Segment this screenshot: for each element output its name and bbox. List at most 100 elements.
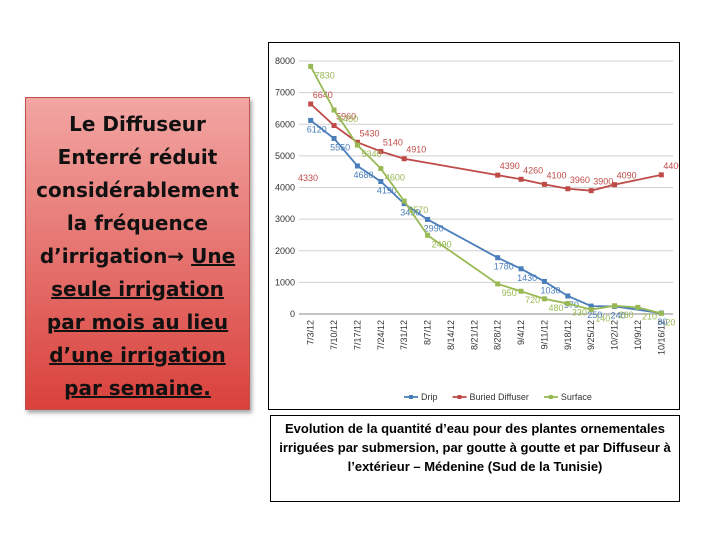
marker: [565, 293, 571, 299]
legend-label: Surface: [561, 392, 592, 402]
marker: [354, 163, 360, 169]
chart-frame: 0 1000 2000 3000 4000 5000 6000 7000 8000 7/3/12 7…: [268, 42, 683, 410]
legend-marker: [548, 395, 553, 399]
marker: [401, 198, 407, 204]
marker: [658, 310, 664, 316]
data-label: 30: [657, 317, 667, 327]
marker: [588, 303, 594, 309]
chart: 0 1000 2000 3000 4000 5000 6000 7000 8000 7/3/12 7…: [275, 56, 683, 402]
marker: [331, 123, 337, 129]
marker: [425, 232, 431, 238]
data-label: 4910: [406, 145, 426, 155]
data-label: 260: [619, 310, 634, 320]
marker: [565, 186, 571, 192]
data-label: 4680: [353, 170, 373, 180]
data-label: 1430: [517, 273, 537, 283]
x-tick-label: 8/21/12: [469, 320, 479, 350]
data-label: 5430: [359, 128, 379, 138]
callout-underlined: Une seule irrigation par mois au lieu d’…: [46, 244, 236, 400]
legend-item: Drip: [404, 392, 438, 402]
x-tick-label: 7/17/12: [352, 320, 362, 350]
y-tick-label: 6000: [275, 119, 295, 129]
data-label: 4600: [385, 173, 405, 183]
marker: [541, 296, 547, 302]
marker: [308, 101, 314, 107]
marker: [588, 188, 594, 194]
data-label: 3900: [593, 177, 613, 187]
marker: [354, 139, 360, 145]
y-tick-label: 4000: [275, 183, 295, 193]
marker: [612, 303, 618, 309]
marker: [588, 307, 594, 313]
legend-item: Buried Diffuser: [452, 392, 529, 402]
data-label: 2990: [424, 223, 444, 233]
marker: [565, 301, 571, 307]
callout-text: Le Diffuseur Enterré réduit considérable…: [36, 112, 239, 268]
marker: [518, 176, 524, 182]
x-tick-label: 7/3/12: [306, 320, 316, 345]
marker: [308, 63, 314, 69]
x-tick-label: 7/31/12: [399, 320, 409, 350]
legend-label: Buried Diffuser: [470, 392, 529, 402]
caption: Evolution de la quantité d’eau pour des …: [270, 415, 680, 502]
marker: [612, 182, 618, 188]
data-label: 4190: [377, 185, 397, 195]
marker: [658, 172, 664, 178]
marker: [495, 172, 501, 178]
data-label: 5340: [361, 149, 381, 159]
x-tick-label: 10/16/12: [656, 320, 666, 355]
data-label: 4100: [546, 170, 566, 180]
data-label: 6640: [313, 90, 333, 100]
marker: [518, 266, 524, 272]
y-tick-label: 0: [290, 309, 295, 319]
y-tick-label: 7000: [275, 88, 295, 98]
x-tick-label: 9/4/12: [516, 320, 526, 345]
y-tick-label: 3000: [275, 214, 295, 224]
data-label: 950: [502, 288, 517, 298]
marker: [401, 156, 407, 162]
data-label: 4090: [617, 171, 637, 181]
y-tick-label: 1000: [275, 277, 295, 287]
marker: [541, 278, 547, 284]
data-label: 1030: [540, 285, 560, 295]
data-label: 20: [665, 317, 675, 327]
data-label: 4400: [663, 161, 679, 171]
x-tick-label: 9/11/12: [539, 320, 549, 349]
x-tick-label: 7/10/12: [329, 320, 339, 350]
marker: [308, 117, 314, 123]
x-tick-label: 9/18/12: [563, 320, 573, 350]
legend-marker: [457, 395, 462, 399]
legend-marker: [409, 395, 413, 399]
data-label: 6120: [307, 124, 327, 134]
data-label: 5550: [330, 142, 350, 152]
x-tick-label: 10/2/12: [610, 320, 620, 350]
marker: [378, 148, 384, 154]
data-label: 4260: [523, 165, 543, 175]
callout: Le Diffuseur Enterré réduit considérable…: [25, 97, 250, 410]
annotation: 4330: [298, 173, 318, 183]
y-tick-label: 5000: [275, 151, 295, 161]
y-tick-label: 8000: [275, 56, 295, 66]
data-label: 330: [572, 308, 587, 318]
data-label: 480: [548, 303, 563, 313]
data-label: 7830: [315, 70, 335, 80]
legend-label: Drip: [421, 392, 438, 402]
data-label: 210: [642, 311, 657, 321]
data-label: 3960: [570, 175, 590, 185]
data-label: 1780: [494, 262, 514, 272]
marker: [541, 181, 547, 187]
marker: [518, 288, 524, 294]
marker: [495, 281, 501, 287]
data-label: 3570: [408, 205, 428, 215]
series-line: [309, 65, 662, 315]
marker: [425, 216, 431, 222]
legend-item: Surface: [543, 392, 592, 402]
data-label: 5140: [383, 137, 403, 147]
data-label: 4390: [500, 161, 520, 171]
x-tick-label: 8/7/12: [423, 320, 433, 345]
data-label: 3490: [400, 208, 420, 218]
x-tick-label: 9/25/12: [586, 320, 596, 350]
x-tick-label: 7/24/12: [376, 320, 386, 350]
marker: [378, 178, 384, 184]
